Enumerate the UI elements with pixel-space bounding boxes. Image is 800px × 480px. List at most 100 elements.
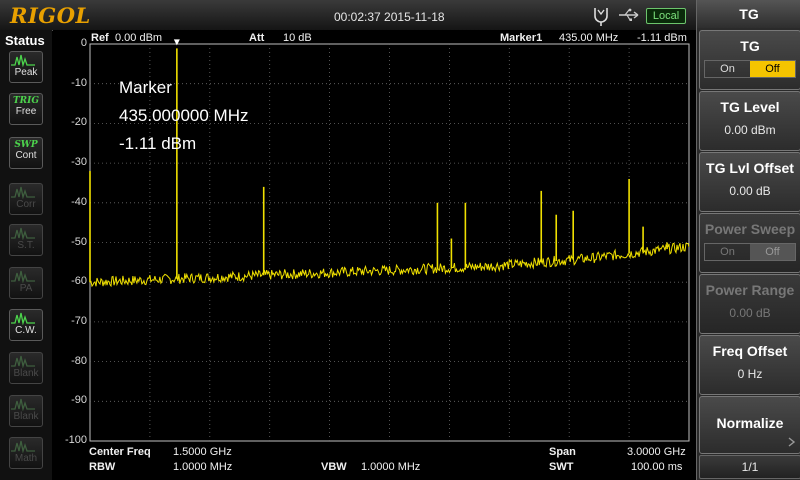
status-label: PA xyxy=(19,283,33,294)
att-label: Att xyxy=(249,32,265,44)
usb-icon xyxy=(619,8,639,21)
menu-power-range-button: Power Range 0.00 dB xyxy=(699,274,800,334)
power-sweep-toggle: On Off xyxy=(704,243,796,261)
marker1-label: Marker1 xyxy=(500,32,543,44)
top-bar: RIGOL 00:02:37 2015-11-18 Local xyxy=(0,0,696,31)
marker-readout-level: -1.11 dBm xyxy=(119,134,197,153)
y-tick-label: -100 xyxy=(64,434,87,446)
status-label: Peak xyxy=(14,67,38,78)
menu-item-value: 0 Hz xyxy=(737,367,763,381)
peak-icon xyxy=(10,53,42,67)
pa-icon xyxy=(10,269,42,283)
tg-source-icon xyxy=(594,8,608,26)
toggle-off-option: Off xyxy=(750,61,795,77)
y-tick-label: -70 xyxy=(71,314,87,327)
math-icon xyxy=(10,439,42,453)
status-title: Status xyxy=(5,33,45,48)
menu-tg-lvl-offset-button[interactable]: TG Lvl Offset 0.00 dB xyxy=(699,152,800,212)
status-label: Blank xyxy=(13,411,39,422)
status-label: Math xyxy=(14,453,38,464)
rbw-label: RBW xyxy=(89,461,116,473)
status-peak-button[interactable]: Peak xyxy=(9,51,43,83)
marker1-level: -1.11 dBm xyxy=(637,32,687,44)
y-tick-label: -30 xyxy=(71,156,87,169)
swp-icon: SWP xyxy=(14,140,38,150)
span-label: Span xyxy=(549,446,576,458)
y-tick-label: -80 xyxy=(71,354,87,367)
y-tick-label: -50 xyxy=(71,235,87,248)
menu-tg-level-button[interactable]: TG Level 0.00 dBm xyxy=(699,91,800,151)
rbw-value[interactable]: 1.0000 MHz xyxy=(173,461,233,473)
y-tick-label: -60 xyxy=(71,275,87,288)
status-label: Blank xyxy=(13,368,39,379)
ref-label: Ref xyxy=(91,32,109,44)
menu-page-indicator: 1/1 xyxy=(699,455,800,479)
date-time: 00:02:37 2015-11-18 xyxy=(334,10,445,24)
status-blank-button[interactable]: Blank xyxy=(9,395,43,427)
menu-power-sweep-button: Power Sweep On Off xyxy=(699,213,800,273)
status-label: Corr xyxy=(16,199,36,210)
submenu-arrow-icon xyxy=(788,437,796,447)
status-pa-button[interactable]: PA xyxy=(9,267,43,299)
menu-item-value: 0.00 dB xyxy=(729,306,771,320)
tg-toggle[interactable]: On Off xyxy=(704,60,796,78)
y-tick-label: -90 xyxy=(71,394,87,407)
ref-value[interactable]: 0.00 dBm xyxy=(115,32,163,44)
status-swp-button[interactable]: SWP Cont xyxy=(9,137,43,169)
toggle-off-option: Off xyxy=(750,244,795,260)
menu-item-title: Normalize xyxy=(716,415,784,431)
menu-item-title: Power Sweep xyxy=(704,221,796,237)
span-value[interactable]: 3.0000 GHz xyxy=(627,446,686,458)
marker-readout: Marker 435.000000 MHz -1.11 dBm xyxy=(119,74,248,158)
menu-item-title: Freq Offset xyxy=(712,343,788,359)
menu-tg-button[interactable]: TG On Off xyxy=(699,30,800,90)
status-cw-button[interactable]: C.W. xyxy=(9,309,43,341)
marker-readout-title: Marker xyxy=(119,78,172,97)
center-freq-value[interactable]: 1.5000 GHz xyxy=(173,446,232,458)
vbw-label: VBW xyxy=(321,461,347,473)
blank-icon xyxy=(10,397,42,411)
toggle-on-option: On xyxy=(720,246,735,258)
status-label: S.T. xyxy=(17,240,35,251)
local-status-badge: Local xyxy=(646,8,686,24)
cw-icon xyxy=(10,311,42,325)
menu-item-title: TG Level xyxy=(720,99,780,115)
menu-normalize-button[interactable]: Normalize xyxy=(699,396,800,454)
spectrum-trace xyxy=(89,242,690,288)
menu-item-value: 0.00 dBm xyxy=(724,123,776,137)
status-label: Free xyxy=(15,106,37,117)
menu-title: TG xyxy=(697,0,800,28)
marker-readout-freq: 435.000000 MHz xyxy=(119,106,249,125)
y-tick-label: 0 xyxy=(80,37,87,49)
status-st-button[interactable]: S.T. xyxy=(9,224,43,256)
softkey-menu: TG TG On Off TG Level 0.00 dBm TG Lvl Offset 0… xyxy=(696,0,800,480)
menu-item-title: TG xyxy=(740,38,760,54)
status-trig-button[interactable]: TRIG Free xyxy=(9,93,43,125)
status-label: C.W. xyxy=(15,325,37,336)
y-tick-label: -40 xyxy=(71,195,87,208)
marker1-freq: 435.00 MHz xyxy=(559,32,619,44)
marker1-indicator xyxy=(173,39,180,46)
spectrum-chart xyxy=(89,39,690,442)
status-corr-button[interactable]: Corr xyxy=(9,183,43,215)
st-icon xyxy=(10,226,42,240)
rigol-logo: RIGOL xyxy=(10,3,91,28)
menu-item-title: TG Lvl Offset xyxy=(706,160,794,176)
y-tick-label: -20 xyxy=(71,116,87,129)
toggle-on-option: On xyxy=(720,63,735,75)
menu-item-title: Power Range xyxy=(705,282,795,298)
y-tick-label: -10 xyxy=(71,76,87,89)
swt-label: SWT xyxy=(549,461,574,473)
status-label: Cont xyxy=(15,150,37,161)
status-math-button[interactable]: Math xyxy=(9,437,43,469)
status-blank-button[interactable]: Blank xyxy=(9,352,43,384)
vbw-value[interactable]: 1.0000 MHz xyxy=(361,461,421,473)
corr-icon xyxy=(10,185,42,199)
blank-icon xyxy=(10,354,42,368)
trig-icon: TRIG xyxy=(12,96,40,106)
center-freq-label: Center Freq xyxy=(89,446,151,458)
swt-value[interactable]: 100.00 ms xyxy=(631,461,683,473)
status-panel: Status Peak TRIG Free SWP Cont Corr S.T. PA C.W.… xyxy=(0,30,52,480)
menu-freq-offset-button[interactable]: Freq Offset 0 Hz xyxy=(699,335,800,395)
att-value[interactable]: 10 dB xyxy=(283,32,312,44)
